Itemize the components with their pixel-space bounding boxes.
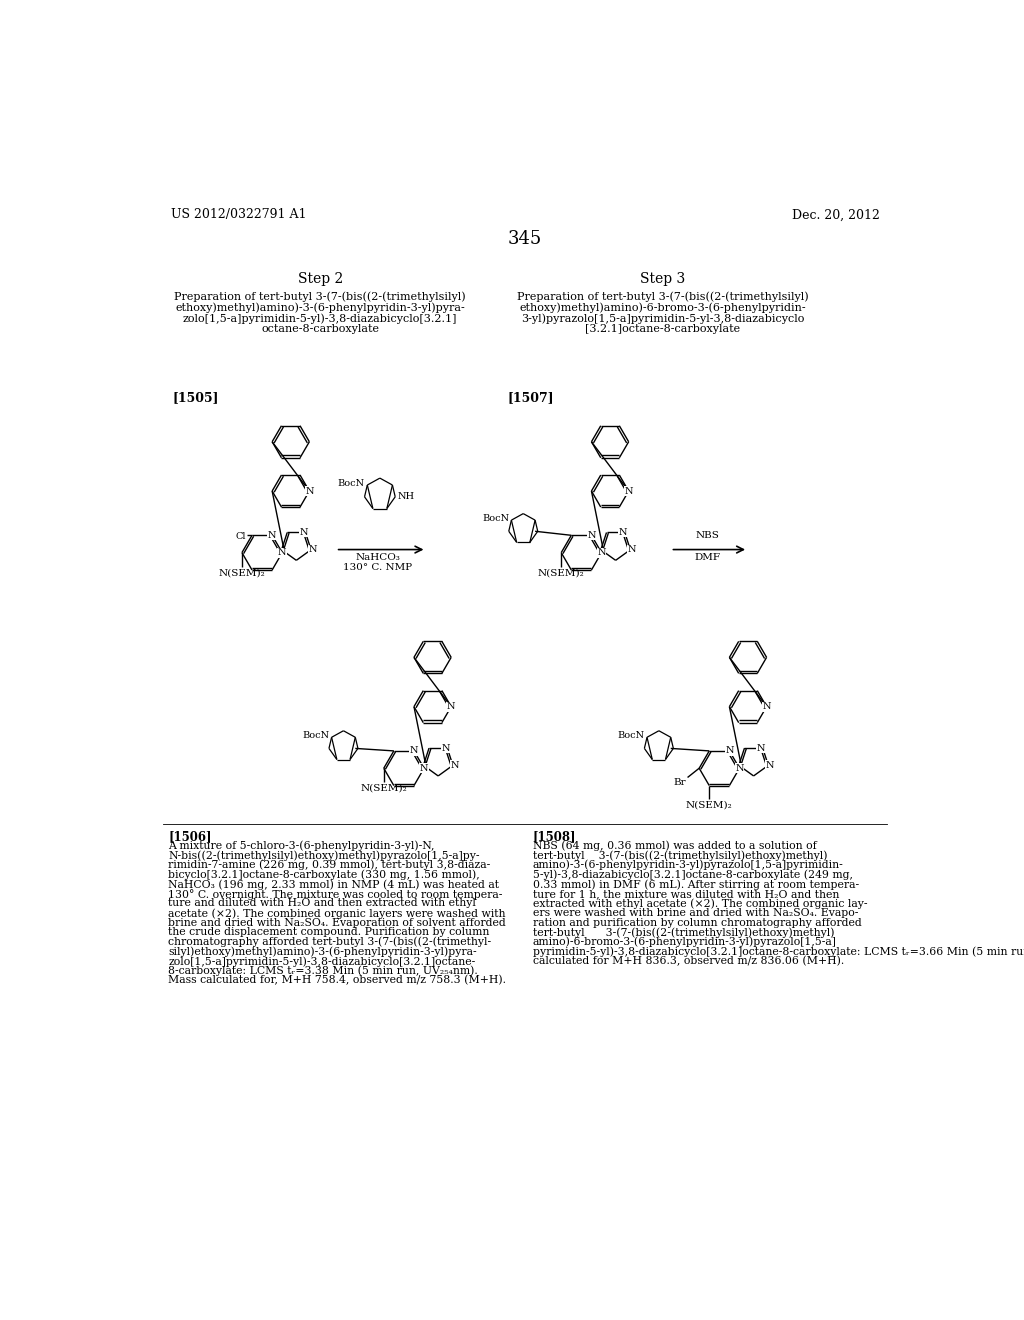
Text: tert-butyl    3-(7-(bis((2-(trimethylsilyl)ethoxy)methyl): tert-butyl 3-(7-(bis((2-(trimethylsilyl)… xyxy=(532,850,827,861)
Text: Br: Br xyxy=(674,779,686,787)
Text: silyl)ethoxy)methyl)amino)-3-(6-phenylpyridin-3-yl)pyra-: silyl)ethoxy)methyl)amino)-3-(6-phenylpy… xyxy=(168,946,477,957)
Text: ers were washed with brine and dried with Na₂SO₄. Evapo-: ers were washed with brine and dried wit… xyxy=(532,908,858,917)
Text: NH: NH xyxy=(397,492,415,502)
Text: N: N xyxy=(735,764,743,772)
Text: octane-8-carboxylate: octane-8-carboxylate xyxy=(261,323,379,334)
Text: 0.33 mmol) in DMF (6 mL). After stirring at room tempera-: 0.33 mmol) in DMF (6 mL). After stirring… xyxy=(532,879,859,890)
Text: N: N xyxy=(597,548,606,557)
Text: [1507]: [1507] xyxy=(508,391,554,404)
Text: BocN: BocN xyxy=(302,731,330,741)
Text: N: N xyxy=(618,528,628,537)
Text: ethoxy)methyl)amino)-6-bromo-3-(6-phenylpyridin-: ethoxy)methyl)amino)-6-bromo-3-(6-phenyl… xyxy=(519,302,806,313)
Text: N: N xyxy=(410,746,418,755)
Text: Step 2: Step 2 xyxy=(298,272,343,286)
Text: N(SEM)₂: N(SEM)₂ xyxy=(360,784,408,792)
Text: amino)-6-bromo-3-(6-phenylpyridin-3-yl)pyrazolo[1,5-a]: amino)-6-bromo-3-(6-phenylpyridin-3-yl)p… xyxy=(532,937,837,948)
Text: Preparation of tert-butyl 3-(7-(bis((2-(trimethylsilyl): Preparation of tert-butyl 3-(7-(bis((2-(… xyxy=(517,292,809,302)
Text: N: N xyxy=(762,702,771,711)
Text: rimidin-7-amine (226 mg, 0.39 mmol), tert-butyl 3,8-diaza-: rimidin-7-amine (226 mg, 0.39 mmol), ter… xyxy=(168,859,490,870)
Text: BocN: BocN xyxy=(482,513,509,523)
Text: Mass calculated for, M+H 758.4, observed m/z 758.3 (M+H).: Mass calculated for, M+H 758.4, observed… xyxy=(168,975,506,986)
Text: 130° C. overnight. The mixture was cooled to room tempera-: 130° C. overnight. The mixture was coole… xyxy=(168,888,503,900)
Text: BocN: BocN xyxy=(338,479,365,488)
Text: Cl: Cl xyxy=(236,532,246,541)
Text: calculated for M+H 836.3, observed m/z 836.06 (M+H).: calculated for M+H 836.3, observed m/z 8… xyxy=(532,956,844,966)
Text: pyrimidin-5-yl)-3,8-diazabicyclo[3.2.1]octane-8-carboxylate: LCMS tᵣ=3.66 Min (5: pyrimidin-5-yl)-3,8-diazabicyclo[3.2.1]o… xyxy=(532,946,1024,957)
Text: N: N xyxy=(725,746,733,755)
Text: DMF: DMF xyxy=(694,553,721,561)
Text: N: N xyxy=(757,743,765,752)
Text: N: N xyxy=(300,528,308,537)
Text: N: N xyxy=(766,760,774,770)
Text: N-bis((2-(trimethylsilyl)ethoxy)methyl)pyrazolo[1,5-a]py-: N-bis((2-(trimethylsilyl)ethoxy)methyl)p… xyxy=(168,850,480,861)
Text: ture for 1 h, the mixture was diluted with H₂O and then: ture for 1 h, the mixture was diluted wi… xyxy=(532,888,839,899)
Text: N(SEM)₂: N(SEM)₂ xyxy=(686,801,732,810)
Text: 5-yl)-3,8-diazabicyclo[3.2.1]octane-8-carboxylate (249 mg,: 5-yl)-3,8-diazabicyclo[3.2.1]octane-8-ca… xyxy=(532,870,853,880)
Text: N: N xyxy=(446,702,456,711)
Text: the crude displacement compound. Purification by column: the crude displacement compound. Purific… xyxy=(168,927,489,937)
Text: [3.2.1]octane-8-carboxylate: [3.2.1]octane-8-carboxylate xyxy=(585,323,740,334)
Text: [1508]: [1508] xyxy=(532,830,577,843)
Text: 130° C. NMP: 130° C. NMP xyxy=(343,564,412,573)
Text: NBS (64 mg, 0.36 mmol) was added to a solution of: NBS (64 mg, 0.36 mmol) was added to a so… xyxy=(532,841,816,851)
Text: acetate (×2). The combined organic layers were washed with: acetate (×2). The combined organic layer… xyxy=(168,908,506,919)
Text: BocN: BocN xyxy=(617,731,645,741)
Text: bicyclo[3.2.1]octane-8-carboxylate (330 mg, 1.56 mmol),: bicyclo[3.2.1]octane-8-carboxylate (330 … xyxy=(168,870,480,880)
Text: N: N xyxy=(587,531,596,540)
Text: N(SEM)₂: N(SEM)₂ xyxy=(218,568,265,577)
Text: Preparation of tert-butyl 3-(7-(bis((2-(trimethylsilyl): Preparation of tert-butyl 3-(7-(bis((2-(… xyxy=(174,292,466,302)
Text: N: N xyxy=(628,545,636,554)
Text: NBS: NBS xyxy=(695,532,720,540)
Text: US 2012/0322791 A1: US 2012/0322791 A1 xyxy=(171,209,306,222)
Text: Step 3: Step 3 xyxy=(640,272,685,286)
Text: N: N xyxy=(625,487,633,495)
Text: N: N xyxy=(308,545,316,554)
Text: 8-carboxylate: LCMS tᵣ=3.38 Min (5 min run, UV₂₅₄nm).: 8-carboxylate: LCMS tᵣ=3.38 Min (5 min r… xyxy=(168,966,478,977)
Text: ture and diluted with H₂O and then extracted with ethyl: ture and diluted with H₂O and then extra… xyxy=(168,899,476,908)
Text: tert-butyl      3-(7-(bis((2-(trimethylsilyl)ethoxy)methyl): tert-butyl 3-(7-(bis((2-(trimethylsilyl)… xyxy=(532,927,835,937)
Text: N(SEM)₂: N(SEM)₂ xyxy=(538,568,585,577)
Text: zolo[1,5-a]pyrimidin-5-yl)-3,8-diazabicyclo[3.2.1]octane-: zolo[1,5-a]pyrimidin-5-yl)-3,8-diazabicy… xyxy=(168,956,475,966)
Text: ration and purification by column chromatography afforded: ration and purification by column chroma… xyxy=(532,917,861,928)
Text: A mixture of 5-chloro-3-(6-phenylpyridin-3-yl)-N,: A mixture of 5-chloro-3-(6-phenylpyridin… xyxy=(168,841,435,851)
Text: N: N xyxy=(305,487,313,495)
Text: amino)-3-(6-phenylpyridin-3-yl)pyrazolo[1,5-a]pyrimidin-: amino)-3-(6-phenylpyridin-3-yl)pyrazolo[… xyxy=(532,859,844,870)
Text: N: N xyxy=(278,548,287,557)
Text: N: N xyxy=(268,531,276,540)
Text: extracted with ethyl acetate (×2). The combined organic lay-: extracted with ethyl acetate (×2). The c… xyxy=(532,899,867,909)
Text: zolo[1,5-a]pyrimidin-5-yl)-3,8-diazabicyclo[3.2.1]: zolo[1,5-a]pyrimidin-5-yl)-3,8-diazabicy… xyxy=(183,313,458,323)
Text: N: N xyxy=(451,760,459,770)
Text: N: N xyxy=(420,764,428,772)
Text: 345: 345 xyxy=(508,230,542,248)
Text: ethoxy)methyl)amino)-3-(6-phenylpyridin-3-yl)pyra-: ethoxy)methyl)amino)-3-(6-phenylpyridin-… xyxy=(175,302,465,313)
Text: brine and dried with Na₂SO₄. Evaporation of solvent afforded: brine and dried with Na₂SO₄. Evaporation… xyxy=(168,917,506,928)
Text: chromatography afforded tert-butyl 3-(7-(bis((2-(trimethyl-: chromatography afforded tert-butyl 3-(7-… xyxy=(168,937,492,948)
Text: NaHCO₃ (196 mg, 2.33 mmol) in NMP (4 mL) was heated at: NaHCO₃ (196 mg, 2.33 mmol) in NMP (4 mL)… xyxy=(168,879,500,890)
Text: [1506]: [1506] xyxy=(168,830,212,843)
Text: N: N xyxy=(441,743,450,752)
Text: [1505]: [1505] xyxy=(173,391,219,404)
Text: 3-yl)pyrazolo[1,5-a]pyrimidin-5-yl-3,8-diazabicyclo: 3-yl)pyrazolo[1,5-a]pyrimidin-5-yl-3,8-d… xyxy=(521,313,805,323)
Text: Dec. 20, 2012: Dec. 20, 2012 xyxy=(792,209,880,222)
Text: NaHCO₃: NaHCO₃ xyxy=(355,553,400,562)
